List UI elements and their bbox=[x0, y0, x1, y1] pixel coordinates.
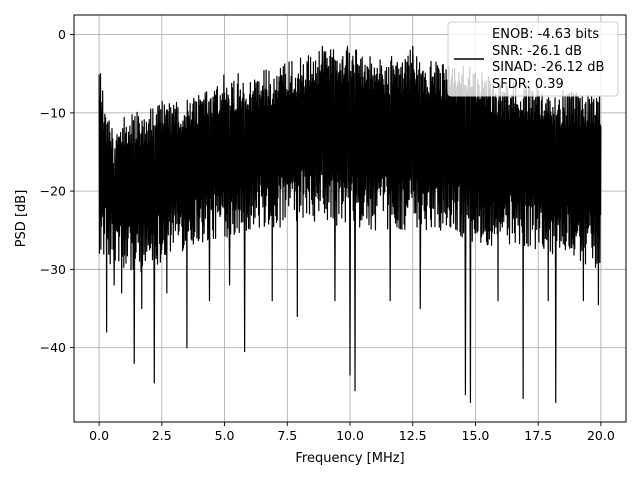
x-tick-label: 2.5 bbox=[152, 428, 172, 443]
y-axis: 0 −10 −20 −30 −40 bbox=[40, 27, 74, 355]
legend: ENOB: -4.63 bits SNR: -26.1 dB SINAD: -2… bbox=[447, 21, 619, 97]
y-tick-label: −30 bbox=[40, 262, 66, 277]
x-tick-label: 5.0 bbox=[215, 428, 235, 443]
legend-entry-snr: SNR: -26.1 dB bbox=[492, 44, 582, 59]
y-tick-label: −40 bbox=[40, 340, 66, 355]
x-axis-label: Frequency [MHz] bbox=[295, 451, 404, 466]
legend-box bbox=[447, 21, 619, 97]
y-tick-label: −20 bbox=[40, 184, 66, 199]
y-axis-label: PSD [dB] bbox=[14, 190, 29, 248]
x-tick-label: 0.0 bbox=[89, 428, 109, 443]
psd-series-line bbox=[98, 45, 602, 404]
x-tick-label: 20.0 bbox=[587, 428, 615, 443]
y-tick-label: 0 bbox=[58, 27, 66, 42]
legend-entry-enob: ENOB: -4.63 bits bbox=[492, 27, 599, 42]
plot-area bbox=[98, 45, 602, 404]
x-tick-label: 10.0 bbox=[336, 428, 364, 443]
legend-entry-sinad: SINAD: -26.12 dB bbox=[492, 60, 604, 75]
x-axis: 0.0 2.5 5.0 7.5 10.0 12.5 15.0 17.5 20.0 bbox=[89, 422, 615, 443]
x-tick-label: 17.5 bbox=[524, 428, 552, 443]
y-tick-label: −10 bbox=[40, 105, 66, 120]
x-tick-label: 12.5 bbox=[399, 428, 427, 443]
x-tick-label: 7.5 bbox=[277, 428, 297, 443]
legend-entry-sfdr: SFDR: 0.39 bbox=[492, 77, 564, 92]
x-tick-label: 15.0 bbox=[462, 428, 490, 443]
